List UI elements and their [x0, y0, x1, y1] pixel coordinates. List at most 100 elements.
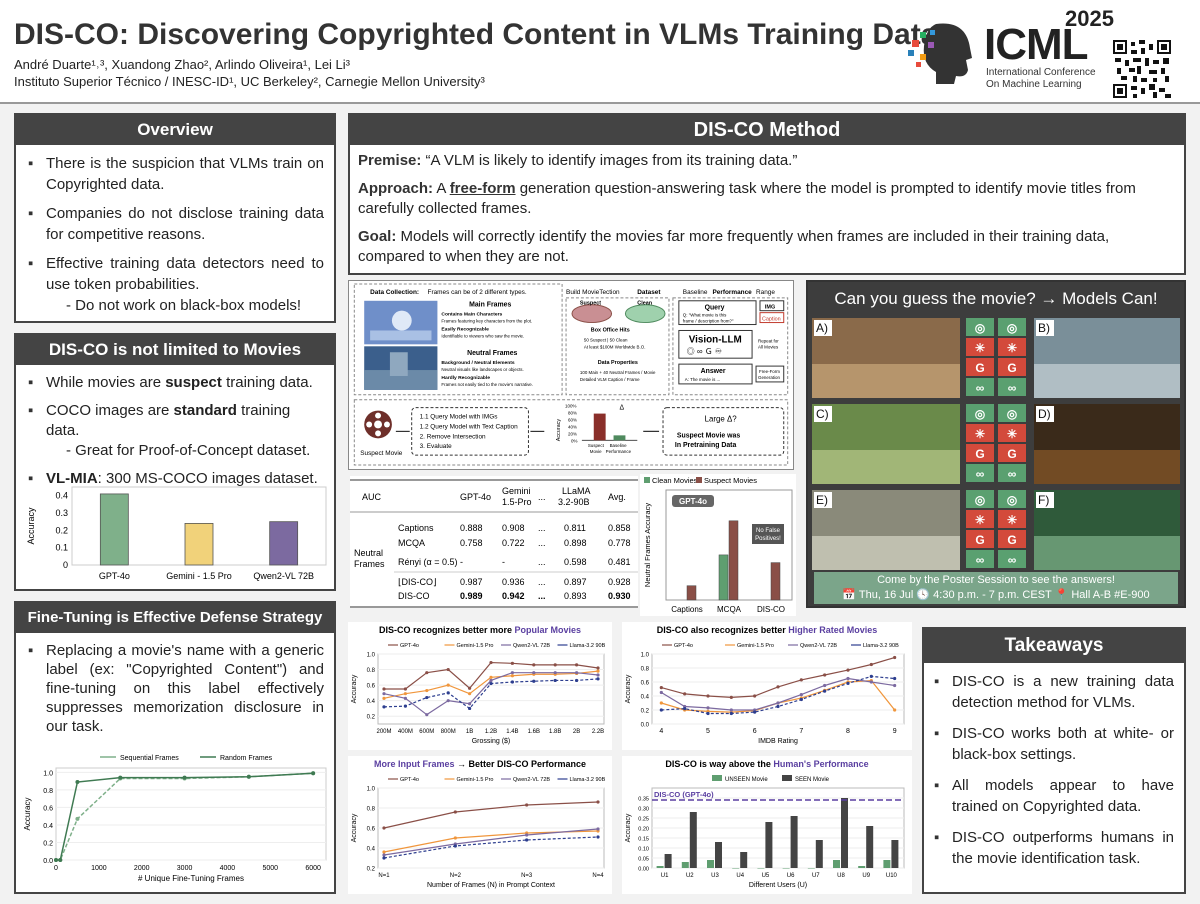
data-point [553, 663, 557, 667]
data-point [425, 713, 429, 717]
data-point [532, 679, 536, 683]
svg-text:2. Remove Intersection: 2. Remove Intersection [420, 433, 486, 440]
data-point [489, 660, 493, 665]
data-point [799, 697, 803, 702]
y-tick-label: 1.0 [641, 653, 650, 659]
data-point [683, 707, 687, 711]
neutral-frames-bar-chart: Clean Movies Suspect Movies Neutral Frames… [640, 474, 796, 616]
legend-label: Qwen2-VL 72B [800, 643, 837, 649]
data-point [596, 800, 600, 804]
frame-label-box [1036, 320, 1054, 336]
y-tick-label: 0.2 [367, 715, 376, 721]
svg-text:Build MovieTection: Build MovieTection [566, 289, 620, 296]
data-point [683, 692, 687, 696]
svg-text:60%: 60% [568, 418, 577, 423]
main-frames-heading: Main Frames [469, 302, 511, 309]
x-tick-label: 1.6B [528, 729, 540, 735]
svg-text:Caption: Caption [762, 317, 781, 323]
table-cell: 0.989 [460, 591, 483, 601]
y-tick-label: 0.00 [638, 867, 649, 873]
frame-label-box [814, 320, 832, 336]
model-icon-tile [966, 490, 994, 508]
model-logo-icon: ∞ [1008, 381, 1017, 395]
movie-frame-1: A) [812, 318, 960, 398]
svg-text:At least $100M Worldwide B.O.: At least $100M Worldwide B.O. [584, 344, 646, 349]
model-icon-tile [966, 318, 994, 336]
x-axis-label: Grossing ($) [472, 738, 511, 745]
model-icon-tile [966, 444, 994, 462]
goal: Goal: Models will correctly identify the… [358, 228, 1110, 265]
y-tick-label: 0.2 [55, 525, 68, 535]
data-point [893, 708, 897, 712]
table-cell: 0.928 [608, 577, 631, 587]
data-point [382, 853, 386, 857]
legend-label: GPT-4o [400, 777, 419, 783]
data-point [489, 678, 493, 683]
pipeline-svg: Data Collection: Frames can be of 2 diff… [353, 283, 789, 466]
x-tick-label: 0 [54, 865, 58, 872]
x-tick-label: N=3 [521, 873, 533, 879]
y-tick-label: 0.8 [43, 788, 53, 795]
data-point [532, 663, 536, 667]
y-axis-label: Accuracy [23, 798, 32, 831]
table-cell: 0.987 [460, 577, 483, 587]
bar [891, 840, 899, 868]
x-tick-label: 6000 [305, 865, 321, 872]
y-tick-label: 0.1 [55, 543, 68, 553]
qr-code-icon[interactable] [1113, 40, 1171, 98]
x-tick-label: N=4 [592, 873, 604, 879]
free-form-link[interactable]: free-form [449, 180, 516, 197]
data-point [823, 673, 827, 677]
data-point [553, 678, 557, 683]
x-tick-label: U1 [661, 873, 669, 879]
x-tick-label: N=1 [378, 873, 390, 879]
model-icon-tile [966, 404, 994, 422]
model-logo-icon: ◎ [975, 407, 986, 421]
data-point [75, 816, 80, 821]
conference-name: ICML [984, 20, 1089, 69]
data-point [846, 676, 850, 681]
bar [656, 866, 664, 868]
legend-swatch [712, 775, 722, 781]
frame-label-box [1036, 492, 1054, 508]
list-item: DIS-CO is a new training data detection … [930, 671, 1174, 713]
data-point [425, 688, 429, 693]
svg-text:Performance: Performance [606, 449, 632, 454]
bar [815, 840, 823, 868]
list-item: Replacing a movie's name with a generic … [24, 641, 324, 736]
y-axis-label: Accuracy [625, 813, 632, 842]
movie-frame-5: E) [812, 490, 960, 570]
svg-text:Frames featuring key character: Frames featuring key characters from the… [441, 319, 532, 324]
movie-frame-detail [1034, 536, 1180, 570]
model-logo-icon: ◎ [1007, 321, 1018, 335]
y-tick-label: 1.0 [43, 770, 53, 777]
premise: Premise: “A VLM is likely to identify im… [358, 152, 798, 169]
data-point [403, 704, 407, 708]
conference-year: 2025 [1065, 6, 1114, 31]
svg-text:Neutral visuals like landscape: Neutral visuals like landscapes or objec… [441, 367, 523, 372]
frame-label-box [814, 492, 832, 508]
y-tick-label: 0.30 [638, 807, 649, 813]
legend-swatch [696, 477, 702, 483]
svg-text:A: The movie is ...: A: The movie is ... [685, 377, 720, 382]
bar [718, 554, 729, 601]
model-icon-tile [998, 510, 1026, 528]
x-tick-label: U10 [886, 873, 898, 879]
overview-title: Overview [16, 115, 334, 145]
svg-text:frame / description from?": frame / description from?" [683, 319, 734, 324]
plot-area [651, 653, 905, 725]
list-item: DIS-CO outperforms humans in the movie i… [930, 827, 1174, 869]
y-tick-label: 0.4 [641, 695, 650, 701]
model-icon-tile [998, 338, 1026, 356]
svg-text:GPT-4o: GPT-4o [460, 492, 491, 502]
bar [757, 868, 765, 869]
x-tick-label: U6 [787, 873, 795, 879]
model-icon-tile [966, 338, 994, 356]
x-tick-label: 4000 [220, 865, 236, 872]
model-logo-icon: ◎ [1007, 493, 1018, 507]
model-logo-icon: G [975, 533, 984, 547]
reference-label: DIS-CO (GPT-4o) [654, 790, 714, 799]
data-point [58, 858, 63, 862]
svg-text:0%: 0% [571, 438, 577, 443]
model-logo-icon: ✳ [1007, 341, 1017, 355]
